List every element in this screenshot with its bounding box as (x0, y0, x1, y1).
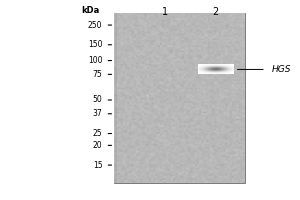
Text: 50: 50 (93, 96, 102, 104)
FancyBboxPatch shape (114, 13, 245, 183)
Text: 2: 2 (212, 7, 218, 17)
Text: 20: 20 (93, 141, 102, 150)
Text: 1: 1 (162, 7, 168, 17)
Text: kDa: kDa (81, 6, 100, 15)
Text: 75: 75 (93, 70, 102, 79)
Text: 37: 37 (93, 109, 102, 118)
Text: 100: 100 (88, 56, 102, 65)
Text: 150: 150 (88, 40, 102, 49)
Text: 25: 25 (93, 129, 102, 138)
Text: 15: 15 (93, 161, 102, 170)
Text: 250: 250 (88, 21, 102, 30)
Text: HGS: HGS (272, 65, 291, 74)
